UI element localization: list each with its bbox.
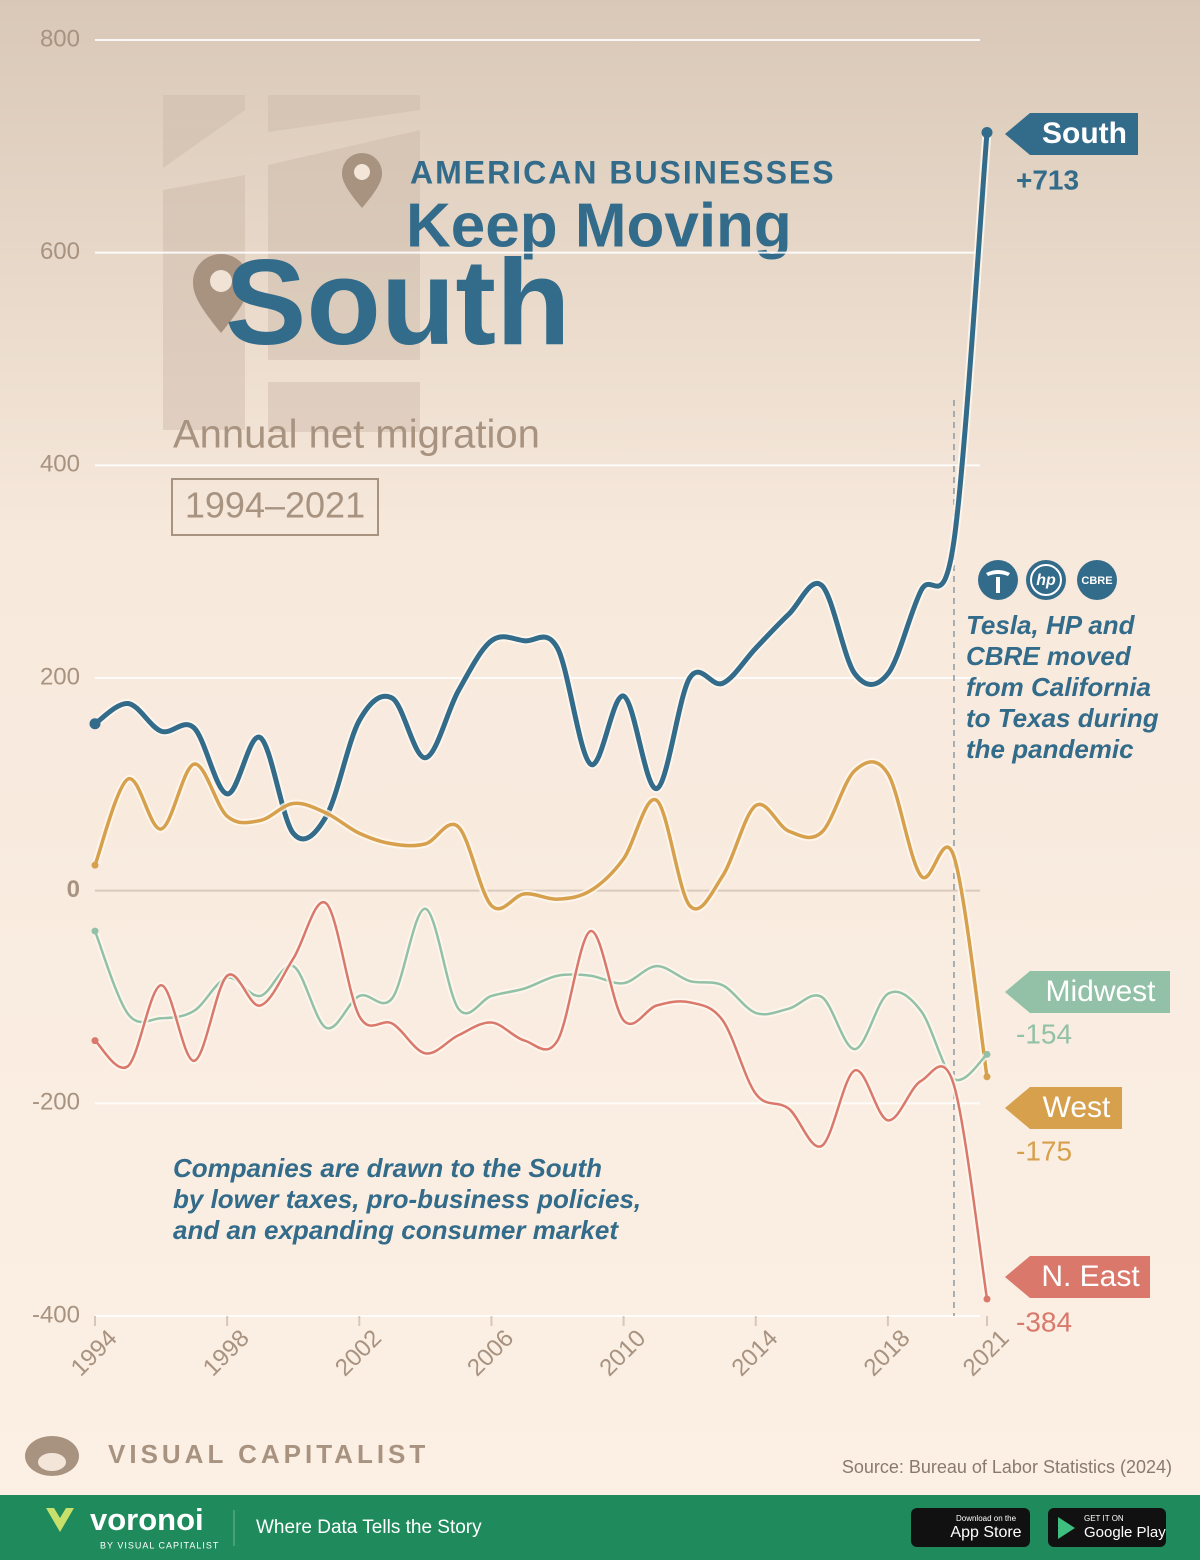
app-store-top: Download on the (956, 1514, 1017, 1523)
end-dot (983, 1295, 991, 1303)
map-decoration (163, 95, 420, 432)
series-line (94, 900, 989, 1300)
location-pins (193, 153, 382, 333)
y-tick-label: -400 (32, 1301, 80, 1328)
legend-tag (1005, 1087, 1122, 1129)
brand-logo (25, 1436, 79, 1476)
logos: hp CBRE (978, 560, 1117, 600)
brand: VISUAL CAPITALIST (108, 1439, 429, 1469)
period-box (171, 478, 379, 536)
y-tick-label: 200 (40, 663, 80, 690)
legend-tag (1005, 113, 1138, 155)
end-value-label: -154 (1016, 1018, 1072, 1049)
annotation-bottom: and an expanding consumer market (173, 1215, 619, 1245)
title-kicker: AMERICAN BUSINESSES (410, 154, 836, 190)
legend-tag (1005, 971, 1170, 1013)
legend-label: South (1042, 117, 1127, 150)
logo-cbre: CBRE (1081, 575, 1112, 587)
y-tick-label: 400 (40, 451, 80, 478)
title-big: South (225, 234, 571, 370)
end-dot (89, 718, 101, 730)
legend-label: Midwest (1045, 975, 1156, 1008)
end-dot (983, 1050, 991, 1058)
legend-label: West (1043, 1091, 1111, 1124)
footer-logo: voronoi (90, 1502, 204, 1537)
y-tick-label: -200 (32, 1089, 80, 1116)
end-value-label: -384 (1016, 1306, 1072, 1337)
series-line (93, 760, 989, 1078)
period: 1994–2021 (185, 485, 365, 526)
annotation-right: Tesla, HP and (966, 610, 1136, 640)
google-top: GET IT ON (1084, 1514, 1124, 1523)
app-store-button[interactable] (911, 1508, 1030, 1547)
end-dot (91, 927, 99, 935)
google-play: Google Play (1084, 1524, 1166, 1541)
annotation-right: CBRE moved (966, 641, 1132, 671)
end-dot (91, 861, 99, 869)
end-value-label: +713 (1016, 164, 1079, 195)
end-dot (981, 127, 993, 139)
subtitle: Annual net migration (173, 413, 540, 457)
series-line (93, 132, 990, 842)
end-dot (983, 1073, 991, 1081)
annotation-bottom: Companies are drawn to the South (173, 1153, 602, 1183)
footer-logo-sub: BY VISUAL CAPITALIST (100, 1540, 219, 1550)
annotation-right: the pandemic (966, 734, 1134, 764)
y-tick-label: 600 (40, 238, 80, 265)
annotation-bottom: by lower taxes, pro-business policies, (173, 1184, 641, 1214)
title: Keep Moving (406, 191, 792, 260)
y-tick-label: 0 (67, 876, 80, 903)
y-tick-label: 800 (40, 25, 80, 52)
google-play-icon (1058, 1517, 1075, 1539)
end-dot (91, 1037, 99, 1045)
app-store: App Store (950, 1524, 1021, 1541)
end-value-label: -175 (1016, 1135, 1072, 1166)
legend-label: N. East (1041, 1260, 1140, 1293)
logo-hp: hp (1036, 572, 1056, 589)
source: Source: Bureau of Labor Statistics (2024… (842, 1457, 1172, 1477)
annotation-right: from California (966, 672, 1151, 702)
voronoi-icon (46, 1508, 74, 1532)
tagline: Where Data Tells the Story (256, 1517, 482, 1538)
legend-tag (1005, 1256, 1150, 1298)
google-play-button[interactable] (1048, 1508, 1166, 1547)
annotation-right: to Texas during (966, 703, 1159, 733)
